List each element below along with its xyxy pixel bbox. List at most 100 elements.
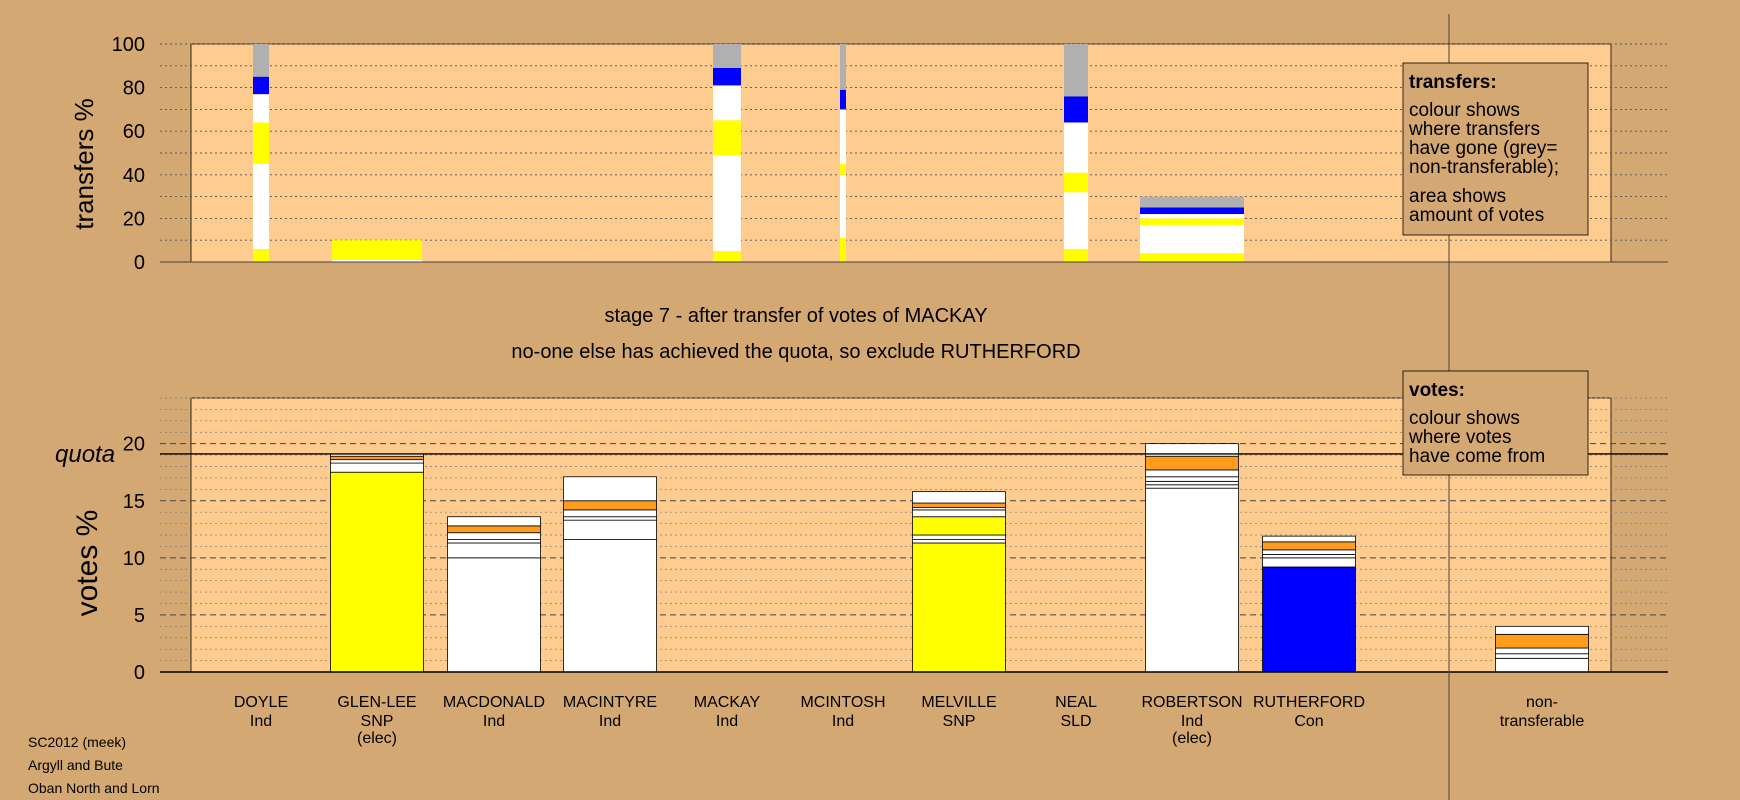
vote-bar-segment — [1495, 647, 1589, 655]
vote-bar-segment — [447, 516, 541, 527]
candidate-party: Ind — [832, 713, 854, 730]
vote-bar-segment — [912, 534, 1006, 540]
transfer-bar-segment — [1140, 214, 1244, 219]
candidate-party: SNP — [943, 713, 976, 730]
votes-bars — [330, 443, 1589, 673]
votes-axis-label: votes % — [71, 510, 104, 617]
candidate-party: transferable — [1500, 713, 1585, 730]
candidate-name: ROBERTSON — [1141, 694, 1242, 711]
vote-bar-segment — [563, 519, 657, 540]
vote-bar-segment — [330, 459, 424, 464]
vote-bar-segment — [563, 516, 657, 521]
transfer-bar-segment — [840, 174, 846, 239]
transfers-legend: transfers: colour shows where transfers … — [1402, 62, 1589, 236]
candidate-name: MACDONALD — [443, 694, 545, 711]
transfer-bar-segment — [1064, 192, 1088, 249]
candidate-party: SLD — [1060, 713, 1091, 730]
candidate-labels: DOYLEIndGLEN-LEESNP(elec)MACDONALDIndMAC… — [234, 694, 1584, 747]
transfer-bar-segment — [1064, 172, 1088, 193]
candidate-party: SNP — [361, 713, 394, 730]
vote-bar-segment — [563, 539, 657, 673]
transfers-tick-label: 80 — [123, 78, 145, 100]
footer-line: Oban North and Lorn — [28, 780, 160, 796]
transfer-bar-segment — [713, 155, 741, 252]
candidate-party: Ind — [1181, 713, 1203, 730]
vote-bar-segment — [330, 462, 424, 473]
transfer-bar-segment — [713, 120, 741, 156]
transfer-bar-segment — [713, 44, 741, 68]
candidate-elected: (elec) — [357, 730, 397, 747]
vote-bar-segment — [1495, 625, 1589, 635]
votes-tick-label: 20 — [123, 434, 145, 456]
transfer-bar-segment — [253, 163, 269, 249]
candidate-name: DOYLE — [234, 694, 288, 711]
transfer-bar-segment — [253, 248, 269, 262]
transfers-tick-label: 20 — [123, 208, 145, 230]
vote-bar-segment — [912, 542, 1006, 673]
vote-bar-segment — [330, 471, 424, 673]
candidate-name: RUTHERFORD — [1253, 694, 1365, 711]
transfers-tick-label: 0 — [134, 252, 145, 274]
vote-bar-segment — [1495, 657, 1589, 673]
candidate-party: Con — [1294, 713, 1323, 730]
vote-bar-segment — [447, 557, 541, 673]
quota-label: quota — [55, 441, 115, 468]
vote-bar-segment — [912, 539, 1006, 544]
transfer-bar-segment — [1140, 218, 1244, 225]
transfer-bar-segment — [840, 163, 846, 175]
votes-tick-label: 15 — [123, 491, 145, 513]
vote-bar-segment — [447, 532, 541, 540]
transfers-tick-label: 100 — [112, 34, 145, 56]
transfers-tick-label: 40 — [123, 165, 145, 187]
vote-bar-segment — [1145, 480, 1239, 486]
votes-legend-title: votes: — [1409, 380, 1465, 401]
transfer-bar-segment — [253, 76, 269, 95]
candidate-name: MELVILLE — [921, 694, 996, 711]
vote-bar-segment — [563, 509, 657, 518]
vote-bar-segment — [447, 539, 541, 544]
transfer-bar-segment — [332, 240, 422, 260]
transfers-legend-title: transfers: — [1409, 72, 1497, 93]
votes-legend-line: colour shows — [1409, 408, 1520, 429]
transfers-legend-line: where transfers — [1408, 119, 1540, 140]
transfers-bars — [253, 44, 1244, 262]
vote-bar-segment — [912, 516, 1006, 536]
stage-subtitle: no-one else has achieved the quota, so e… — [511, 341, 1080, 363]
transfer-bar-segment — [1064, 96, 1088, 123]
candidate-party: Ind — [483, 713, 505, 730]
transfers-tick-label: 60 — [123, 121, 145, 143]
candidate-name: NEAL — [1055, 694, 1097, 711]
vote-bar-segment — [563, 476, 657, 502]
transfer-bar-segment — [253, 122, 269, 164]
vote-bar-segment — [1262, 541, 1356, 551]
vote-bar-segment — [1262, 535, 1356, 543]
vote-bar-segment — [912, 509, 1006, 518]
transfer-bar-segment — [1140, 196, 1244, 208]
transfer-bar-segment — [1064, 122, 1088, 173]
transfer-bar-segment — [1064, 44, 1088, 97]
vote-bar-segment — [1262, 557, 1356, 568]
transfer-bar-segment — [713, 85, 741, 121]
votes-legend-line: where votes — [1408, 427, 1511, 448]
vote-bar-segment — [1262, 566, 1356, 673]
transfers-legend-line: amount of votes — [1409, 205, 1544, 226]
candidate-party: Ind — [250, 713, 272, 730]
transfer-bar-segment — [1064, 248, 1088, 262]
transfer-bar-segment — [713, 251, 741, 262]
vote-bar-segment — [1262, 549, 1356, 555]
transfer-bar-segment — [332, 259, 422, 262]
transfers-legend-line: colour shows — [1409, 100, 1520, 121]
transfer-bar-segment — [253, 94, 269, 123]
transfers-legend-line: have gone (grey= — [1409, 138, 1557, 159]
votes-tick-label: 10 — [123, 548, 145, 570]
vote-bar-segment — [563, 500, 657, 511]
transfers-legend-line: non-transferable); — [1409, 157, 1559, 178]
candidate-name: MCINTOSH — [800, 694, 885, 711]
axes: 0 20 40 60 80 100 0 5 10 15 20 — [112, 14, 1668, 800]
transfer-bar-segment — [253, 44, 269, 77]
candidate-party: Ind — [599, 713, 621, 730]
vote-bar-segment — [1145, 484, 1239, 489]
vote-bar-segment — [1145, 443, 1239, 457]
transfers-legend-line: area shows — [1409, 186, 1506, 207]
